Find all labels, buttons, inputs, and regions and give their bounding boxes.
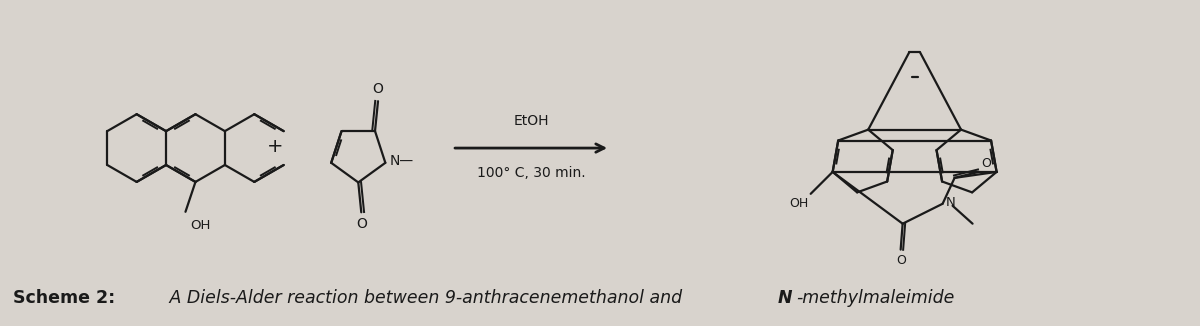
Text: OH: OH: [191, 219, 211, 232]
Text: EtOH: EtOH: [514, 114, 548, 128]
Text: N—: N—: [389, 154, 414, 168]
Text: N: N: [946, 196, 955, 209]
Text: -methylmaleimide: -methylmaleimide: [796, 289, 954, 307]
Text: O: O: [356, 217, 367, 231]
Text: O: O: [372, 82, 384, 96]
Text: N: N: [778, 289, 792, 307]
Text: 100° C, 30 min.: 100° C, 30 min.: [476, 166, 586, 180]
Text: OH: OH: [790, 197, 809, 210]
Text: O: O: [982, 157, 991, 170]
Text: A Diels-Alder reaction between 9-anthracenemethanol and: A Diels-Alder reaction between 9-anthrac…: [163, 289, 688, 307]
Text: +: +: [268, 137, 283, 156]
Text: Scheme 2:: Scheme 2:: [13, 289, 115, 307]
Text: O: O: [896, 254, 906, 267]
